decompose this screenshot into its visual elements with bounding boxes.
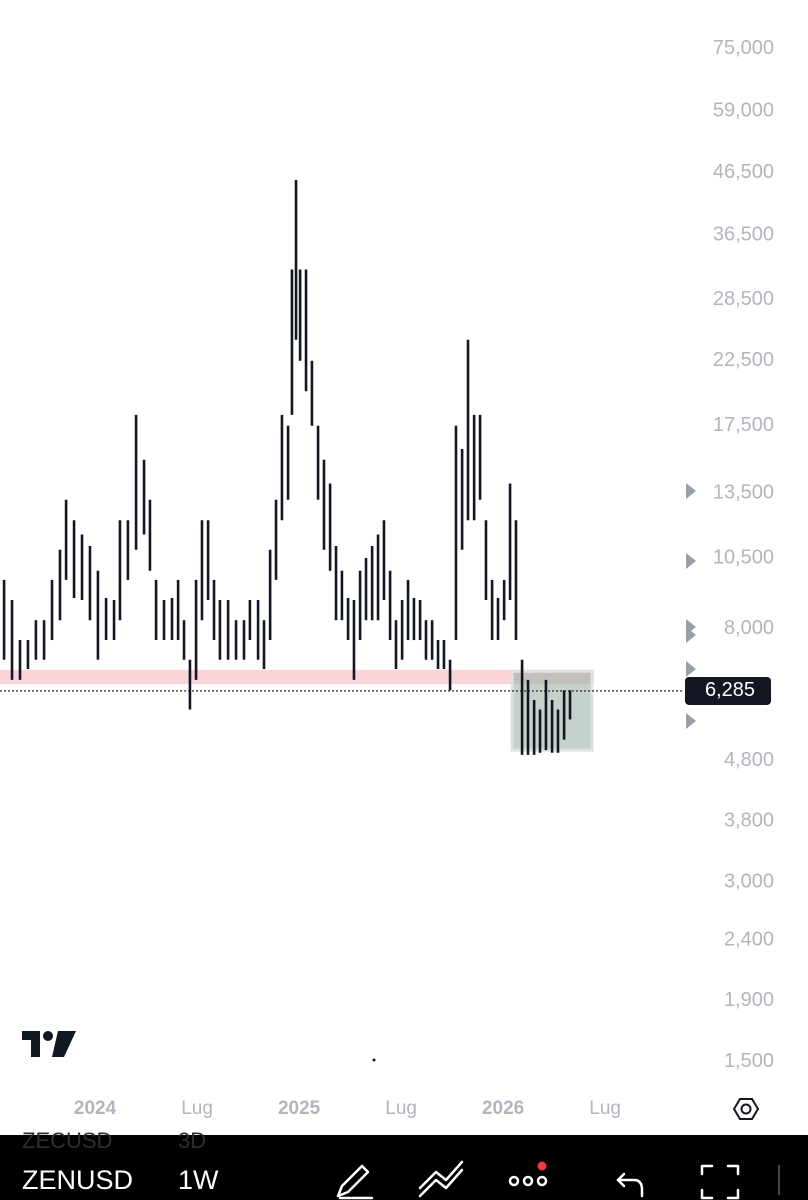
- notification-dot: [537, 1161, 547, 1171]
- y-tick-label: 2,400: [724, 929, 774, 951]
- trendline-button[interactable]: [418, 1160, 464, 1198]
- x-tick-label: 2026: [482, 1098, 524, 1119]
- settings-button[interactable]: [732, 1098, 760, 1120]
- x-tick-label: Lug: [385, 1098, 417, 1119]
- y-tick-label: 1,900: [724, 989, 774, 1011]
- price-bars: [2, 180, 572, 755]
- y-tick-label: 10,500: [713, 546, 774, 568]
- x-tick-label: Lug: [589, 1098, 621, 1119]
- highlight-band: [0, 669, 594, 685]
- previous-symbol: ZECUSD: [22, 1128, 112, 1153]
- x-tick-label: 2024: [74, 1098, 117, 1119]
- y-tick-label: 46,500: [713, 161, 774, 183]
- undo-button[interactable]: [616, 1172, 644, 1198]
- x-tick-label: Lug: [181, 1098, 213, 1119]
- y-tick-label: 36,500: [713, 224, 774, 246]
- y-tick-label: 17,500: [713, 414, 774, 436]
- alert-marker[interactable]: [686, 619, 696, 643]
- chart-background: [0, 0, 808, 1135]
- y-tick-label: 1,500: [724, 1050, 774, 1072]
- y-tick-label: 75,000: [713, 37, 774, 59]
- y-tick-label: 28,500: [713, 288, 774, 310]
- y-tick-label: 3,800: [724, 810, 774, 832]
- fullscreen-button[interactable]: [700, 1164, 740, 1200]
- previous-interval: 3D: [178, 1128, 206, 1153]
- divider: [778, 1165, 780, 1195]
- alert-marker[interactable]: [686, 483, 696, 499]
- axes: 75,000 59,000 46,500 36,500 28,500 22,500 17,5…: [0, 37, 774, 1119]
- y-tick-label: 3,000: [724, 871, 774, 893]
- alert-marker[interactable]: [686, 713, 696, 729]
- dot: [372, 1058, 376, 1062]
- y-tick-label: 8,000: [724, 617, 774, 639]
- alert-marker[interactable]: [686, 553, 696, 569]
- last-price-badge: [685, 676, 771, 705]
- toolbar: [0, 1135, 808, 1200]
- draw-button[interactable]: [336, 1164, 374, 1200]
- alert-markers: [686, 483, 696, 729]
- y-tick-label: 22,500: [713, 349, 774, 371]
- more-button[interactable]: [508, 1175, 548, 1187]
- y-tick-label: 13,500: [713, 481, 774, 503]
- y-tick-label: 4,800: [724, 749, 774, 771]
- symbol[interactable]: ZENUSD: [22, 1165, 133, 1195]
- y-tick-label: 59,000: [713, 99, 774, 121]
- last-price-label: 6,285: [705, 679, 755, 701]
- x-tick-label: 2025: [278, 1098, 321, 1119]
- interval[interactable]: 1W: [178, 1165, 219, 1195]
- alert-marker[interactable]: [686, 661, 696, 677]
- logo: [22, 1031, 76, 1057]
